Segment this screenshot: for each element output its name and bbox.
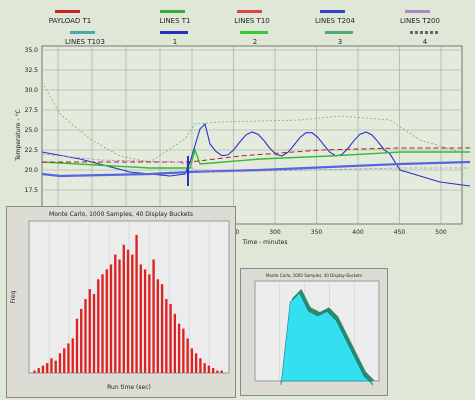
histogram-bar	[177, 323, 181, 373]
histogram-bar	[152, 259, 155, 373]
y-tick-label: 20.0	[25, 167, 39, 174]
histogram-bar	[105, 269, 108, 373]
series-payload-t1	[42, 147, 470, 163]
series-payload-green	[41, 147, 470, 169]
histogram-bar	[216, 370, 219, 373]
area-title: Monte Carlo, 1000 Samples, 40 Display Bu…	[266, 273, 362, 278]
histogram-bar	[58, 353, 62, 373]
legend-swatch-lines-t204	[320, 10, 345, 13]
histogram-bar	[75, 318, 79, 373]
y-tick-label: 22.5	[25, 147, 39, 154]
histogram-bar	[165, 299, 168, 373]
histogram-bar	[80, 308, 83, 373]
histogram-bar	[50, 358, 53, 373]
legend-item-2: 2	[252, 38, 258, 46]
legend-swatch-2	[240, 31, 268, 34]
x-tick-label: 300	[269, 229, 281, 236]
legend-bar: PAYLOAD T1 LINES T1 LINES T10 LINES T204…	[0, 0, 475, 48]
legend-item-lines-t1: LINES T1	[159, 17, 191, 25]
legend-swatch-lines-t10	[237, 10, 262, 13]
histogram-bar	[37, 368, 40, 373]
histogram-bar	[190, 348, 194, 373]
series-lines-t1-thick	[41, 160, 471, 178]
histogram-bar	[126, 249, 130, 373]
histogram-title: Monte Carlo, 1000 Samples, 40 Display Bu…	[49, 211, 193, 218]
histogram-bar	[203, 363, 206, 373]
legend-swatch-1	[160, 31, 188, 34]
histogram-bar	[63, 348, 66, 373]
legend-swatch-payload-t1	[55, 10, 80, 13]
legend-swatch-4	[410, 31, 438, 34]
histogram-bar	[194, 353, 198, 373]
histogram-bar	[186, 338, 189, 373]
histogram-bar	[207, 365, 211, 373]
histogram-panel: Monte Carlo, 1000 Samples, 40 Display Bu…	[6, 206, 236, 398]
histogram-bar	[169, 303, 172, 373]
histogram-bar	[46, 363, 49, 373]
legend-item-4: 4	[422, 38, 428, 46]
y-tick-label: 17.5	[25, 187, 39, 194]
histogram-bar	[41, 365, 45, 373]
histogram-bar	[156, 279, 159, 373]
x-axis-label: Time - minutes	[242, 239, 288, 244]
main-line-chart: 35.032.530.027.525.022.520.017.520025030…	[0, 44, 475, 244]
histogram-bar	[92, 294, 96, 373]
histogram-bar	[109, 264, 113, 373]
histogram-bar	[160, 284, 164, 373]
legend-item-lines-t200: LINES T200	[400, 17, 440, 25]
plot-area	[41, 45, 463, 225]
series-lines-t204	[41, 122, 471, 187]
y-tick-label: 32.5	[25, 67, 39, 74]
histogram-bar	[71, 338, 74, 373]
y-axis-label: Temperature - °C	[15, 109, 22, 161]
histogram-bar	[84, 299, 87, 373]
legend-item-lines-t10: LINES T10	[234, 17, 270, 25]
histogram-bar	[88, 289, 91, 373]
histogram-bar	[220, 370, 223, 373]
histogram-bar	[33, 370, 36, 373]
histogram-bar	[122, 244, 125, 373]
legend-item-payload-t1: PAYLOAD T1	[48, 17, 92, 25]
histogram-bar	[97, 279, 100, 373]
x-tick-label: 500	[435, 229, 447, 236]
histogram-bar	[173, 313, 177, 373]
legend-swatch-3	[325, 31, 353, 34]
histogram-svg: Monte Carlo, 1000 Samples, 40 Display Bu…	[10, 211, 230, 391]
y-tick-label: 35.0	[25, 47, 39, 54]
x-tick-label: 350	[311, 229, 323, 236]
histogram-y-label: Freq	[10, 290, 17, 303]
area-panel: Monte Carlo, 1000 Samples, 40 Display Bu…	[240, 268, 388, 396]
histogram-bar	[54, 360, 57, 373]
main-line-chart-svg: 35.032.530.027.525.022.520.017.520025030…	[15, 45, 471, 244]
x-tick-label: 400	[352, 229, 364, 236]
legend-swatch-lines-t103	[70, 31, 95, 34]
legend-item-lines-t103: LINES T103	[65, 38, 105, 46]
histogram-bar	[211, 368, 215, 373]
area-fill	[280, 292, 374, 386]
histogram-bar	[118, 259, 121, 373]
histogram-bar	[148, 274, 151, 373]
histogram-bar	[135, 234, 138, 373]
legend-item-3: 3	[337, 38, 343, 46]
area-svg: Monte Carlo, 1000 Samples, 40 Display Bu…	[254, 273, 380, 386]
histogram-bar	[101, 274, 104, 373]
histogram-bar	[114, 254, 117, 373]
legend-swatch-lines-t200	[405, 10, 430, 13]
series-lines-t1-dotted	[41, 81, 461, 163]
y-tick-label: 30.0	[25, 87, 39, 94]
legend-swatch-lines-t1	[160, 10, 185, 13]
series-lines-t200	[41, 153, 470, 173]
histogram-bar	[139, 264, 142, 373]
histogram-bar	[199, 358, 202, 373]
histogram-bar	[131, 254, 134, 373]
y-tick-label: 27.5	[25, 107, 39, 114]
legend-item-lines-t204: LINES T204	[315, 17, 355, 25]
legend-item-1: 1	[172, 38, 178, 46]
histogram-x-label: Run time (sec)	[107, 384, 151, 391]
x-tick-label: 450	[394, 229, 406, 236]
histogram-bar	[67, 343, 70, 373]
histogram-bar	[182, 328, 185, 373]
histogram-bar	[143, 269, 147, 373]
y-tick-label: 25.0	[25, 127, 39, 134]
